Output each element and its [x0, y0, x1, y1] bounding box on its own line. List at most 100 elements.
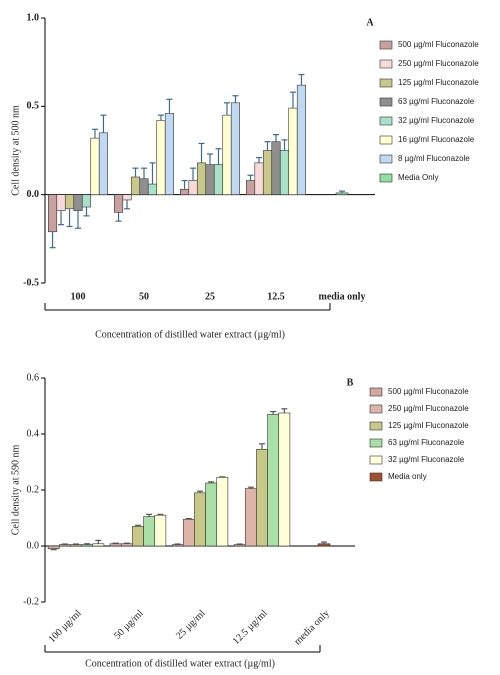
bar: [317, 543, 331, 547]
bar: [246, 180, 256, 195]
legend-swatch: [379, 40, 393, 50]
legend-swatch: [379, 116, 393, 126]
bar: [47, 545, 60, 550]
legend-label: 500 µg/ml Fluconazole: [398, 40, 479, 49]
legend-label: 250 µg/ml Fluconazole: [398, 59, 479, 68]
legend-label: 63 µg/ml Fluconazole: [388, 438, 465, 447]
bar: [254, 162, 264, 195]
y-tick-label: -0.5: [23, 277, 39, 288]
y-axis-label: Cell density at 500 nm: [10, 105, 21, 196]
bar: [70, 544, 82, 547]
bar: [109, 543, 122, 547]
y-tick-label: 0.6: [27, 372, 40, 383]
bar: [92, 543, 105, 547]
bar: [122, 194, 132, 201]
legend-swatch: [379, 154, 393, 164]
bar: [58, 544, 71, 547]
bar: [278, 412, 291, 547]
legend-label: 500 µg/ml Fluconazole: [388, 387, 469, 396]
bar: [205, 164, 215, 195]
x-tick-label: 25 µg/ml: [174, 608, 208, 642]
legend-label: 16 µg/ml Fluconazole: [398, 135, 475, 144]
bar: [132, 526, 144, 547]
bar: [205, 482, 218, 547]
x-tick-label: 12.5 µg/ml: [231, 608, 270, 647]
legend-swatch: [379, 78, 393, 88]
bar: [164, 113, 174, 195]
bar: [47, 194, 58, 233]
bar: [222, 114, 232, 195]
x-tick-label: 100: [71, 291, 86, 302]
x-tick-label: 12.5: [267, 291, 285, 302]
y-tick-label: 1.0: [27, 12, 40, 23]
legend-swatch: [369, 455, 383, 465]
legend-label: 125 µg/ml Fluconazole: [398, 78, 479, 87]
x-tick-label: 50: [139, 291, 149, 302]
panel-label: B: [347, 377, 354, 388]
bar: [233, 544, 246, 547]
legend-label: 125 µg/ml Fluconazole: [388, 421, 469, 430]
legend-label: Media only: [388, 472, 427, 481]
bar: [156, 120, 166, 195]
x-tick-label: 50 µg/ml: [112, 608, 146, 642]
legend-label: 32 µg/ml Fluconazole: [398, 116, 475, 125]
y-tick-label: 0.0: [27, 540, 40, 551]
x-axis-label: Concentration of distilled water extract…: [85, 658, 275, 669]
panel-label: A: [366, 17, 374, 28]
legend-swatch: [379, 173, 393, 183]
bar: [98, 132, 109, 195]
x-tick-label: media only: [292, 608, 331, 647]
bar: [147, 183, 158, 195]
legend-swatch: [369, 472, 383, 482]
bar: [262, 150, 273, 195]
x-axis-label: Concentration of distilled water extract…: [95, 329, 285, 340]
bar: [139, 178, 149, 195]
legend-label: 250 µg/ml Fluconazole: [388, 404, 469, 413]
y-tick-label: 0.0: [27, 189, 40, 200]
legend-swatch: [369, 421, 383, 431]
bar: [114, 194, 124, 213]
y-tick-label: 0.4: [27, 428, 40, 439]
x-tick-label: media only: [319, 291, 366, 302]
bar: [81, 544, 94, 547]
bar: [64, 194, 75, 210]
y-tick-label: 0.2: [27, 484, 40, 495]
bar: [154, 514, 167, 547]
x-tick-label: 25: [205, 291, 215, 302]
bar: [244, 488, 257, 547]
legend-swatch: [369, 404, 383, 414]
legend-label: Media Only: [398, 173, 438, 182]
y-tick-label: 0.5: [27, 101, 40, 112]
legend-swatch: [379, 135, 393, 145]
bar: [194, 492, 206, 547]
bar: [56, 194, 66, 211]
legend-label: 63 µg/ml Fluconazole: [398, 97, 475, 106]
bar: [120, 543, 133, 547]
x-tick-label: 100 µg/ml: [47, 608, 84, 645]
legend-swatch: [369, 438, 383, 448]
bar: [288, 107, 298, 195]
bar: [271, 141, 281, 195]
bar: [267, 414, 280, 547]
bar: [130, 176, 141, 195]
bar: [216, 477, 229, 547]
bar: [143, 516, 156, 547]
legend-label: 32 µg/ml Fluconazole: [388, 455, 465, 464]
y-axis-label: Cell density at 590 nm: [10, 445, 21, 536]
bar: [81, 194, 92, 208]
bar: [171, 544, 184, 547]
y-tick-label: -0.2: [23, 596, 39, 607]
bar: [296, 84, 307, 195]
bar: [180, 189, 190, 195]
bar: [256, 449, 268, 547]
bar: [182, 519, 195, 547]
bar: [73, 194, 83, 211]
bar: [335, 192, 349, 195]
legend-swatch: [379, 97, 393, 107]
bar: [188, 180, 198, 195]
legend-swatch: [369, 387, 383, 397]
bar: [279, 150, 290, 195]
bar: [90, 137, 100, 195]
legend-swatch: [379, 59, 393, 69]
